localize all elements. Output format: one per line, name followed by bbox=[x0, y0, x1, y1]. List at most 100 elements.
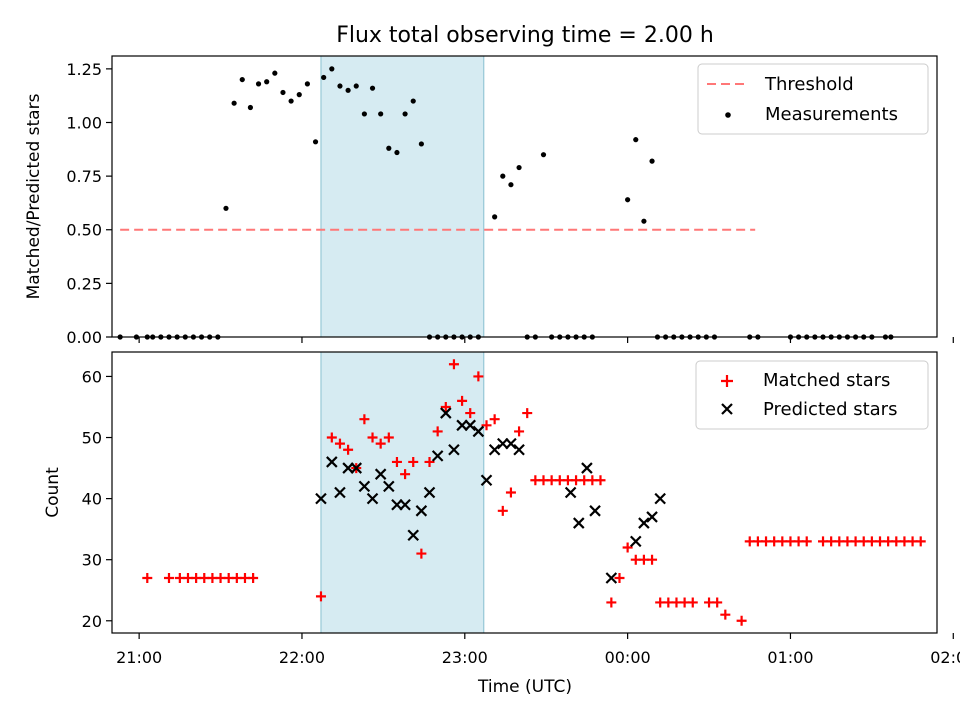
measurement-point bbox=[345, 87, 351, 93]
predicted-legend-swatch bbox=[721, 403, 733, 415]
predicted-star-point bbox=[629, 535, 642, 548]
matched-star-point bbox=[359, 414, 370, 425]
x-tick-label: 21:00 bbox=[116, 648, 162, 667]
count-points bbox=[142, 359, 926, 626]
predicted-star-point bbox=[654, 492, 666, 505]
matched-star-point bbox=[465, 408, 476, 419]
measurement-point bbox=[329, 66, 335, 72]
measurement-point bbox=[312, 139, 319, 145]
matched-legend-label: Matched stars bbox=[763, 370, 890, 391]
y-tick-label: 1.25 bbox=[66, 60, 102, 79]
bottom-panel: 20 30 40 50 60 21:00 22:00 23:00 00:00 01:00 02:0… bbox=[43, 351, 960, 697]
matched-star-point bbox=[720, 609, 731, 620]
matched-star-point bbox=[326, 432, 337, 443]
matched-star-point bbox=[915, 536, 926, 547]
top-panel: 0.00 0.25 0.50 0.75 1.00 1.25 Matched/Predict… bbox=[24, 55, 954, 347]
predicted-star-point bbox=[334, 486, 346, 499]
legend-box bbox=[697, 63, 929, 135]
measurement-point bbox=[369, 85, 376, 91]
measurement-point bbox=[500, 173, 506, 179]
predicted-star-point bbox=[513, 443, 525, 456]
matched-star-point bbox=[595, 475, 606, 486]
matched-star-point bbox=[457, 395, 468, 406]
matched-star-point bbox=[736, 615, 747, 626]
predicted-legend-label: Predicted stars bbox=[763, 399, 897, 420]
y-tick-label: 1.00 bbox=[66, 113, 102, 132]
top-legend: Threshold Measurements bbox=[697, 63, 929, 135]
matched-star-point bbox=[424, 456, 435, 467]
predicted-star-point bbox=[440, 407, 452, 419]
x-tick-label: 01:00 bbox=[767, 648, 813, 667]
predicted-star-point bbox=[488, 443, 501, 456]
predicted-star-point bbox=[315, 492, 327, 505]
matched-star-point bbox=[334, 438, 345, 449]
matched-star-point bbox=[416, 548, 427, 559]
matched-star-point bbox=[514, 426, 525, 437]
predicted-star-point bbox=[480, 474, 493, 487]
measurements-legend-swatch bbox=[725, 112, 731, 118]
y-tick-label: 20 bbox=[82, 612, 102, 631]
x-axis-label: Time (UTC) bbox=[477, 677, 572, 697]
measurement-point bbox=[255, 81, 262, 87]
predicted-star-point bbox=[431, 450, 444, 462]
matched-star-point bbox=[391, 456, 402, 467]
x-tick-label: 22:00 bbox=[279, 648, 325, 667]
matched-star-point bbox=[448, 359, 459, 370]
bottom-axes-frame bbox=[111, 351, 938, 634]
measurement-point bbox=[540, 152, 547, 158]
chart-title: Flux total observing time = 2.00 h bbox=[336, 23, 714, 48]
predicted-star-point bbox=[464, 419, 477, 432]
measurement-point bbox=[402, 111, 408, 117]
y-tick-label: 0.75 bbox=[66, 167, 102, 186]
measurement-point bbox=[410, 98, 416, 104]
measurement-point bbox=[378, 111, 384, 117]
top-x-ticks bbox=[138, 337, 954, 343]
matched-star-point bbox=[383, 432, 394, 443]
y-tick-label: 60 bbox=[82, 367, 102, 386]
measurement-point bbox=[321, 74, 327, 81]
y-tick-label: 0.50 bbox=[66, 221, 102, 240]
measurement-point bbox=[633, 137, 639, 143]
x-tick-label: 02:00 bbox=[930, 648, 960, 667]
measurement-point bbox=[394, 149, 400, 156]
measurement-point bbox=[641, 218, 647, 224]
predicted-star-point bbox=[366, 492, 379, 505]
x-tick-label: 00:00 bbox=[605, 648, 651, 667]
matched-star-point bbox=[400, 469, 411, 480]
matched-star-point bbox=[687, 597, 698, 608]
predicted-star-point bbox=[399, 498, 411, 511]
measurement-point bbox=[386, 145, 392, 151]
measurement-point bbox=[492, 214, 498, 220]
measurement-point bbox=[239, 76, 245, 83]
predicted-star-point bbox=[581, 462, 593, 474]
matched-star-point bbox=[163, 573, 174, 584]
matched-star-point bbox=[622, 542, 633, 553]
predicted-star-point bbox=[448, 443, 460, 456]
predicted-star-point bbox=[505, 437, 517, 450]
matched-legend-swatch bbox=[721, 375, 733, 387]
predicted-star-point bbox=[415, 505, 428, 517]
matched-star-point bbox=[614, 573, 625, 584]
measurement-point bbox=[516, 164, 522, 171]
predicted-star-point bbox=[407, 529, 420, 542]
matched-star-point bbox=[142, 573, 153, 584]
matched-star-point bbox=[367, 432, 378, 443]
y-tick-label: 30 bbox=[82, 551, 102, 570]
measurements-legend-label: Measurements bbox=[765, 104, 898, 125]
top-axes-frame bbox=[111, 55, 938, 338]
predicted-star-point bbox=[350, 462, 363, 474]
measurement-point bbox=[418, 141, 424, 147]
measurement-point bbox=[264, 79, 270, 85]
shaded-span-top bbox=[320, 55, 485, 338]
matched-star-point bbox=[497, 505, 508, 516]
matched-star-point bbox=[440, 401, 451, 412]
predicted-star-point bbox=[326, 456, 338, 468]
predicted-star-point bbox=[472, 425, 485, 438]
matched-star-point bbox=[248, 573, 259, 584]
predicted-star-point bbox=[638, 517, 650, 529]
matched-star-point bbox=[647, 554, 658, 565]
predicted-star-point bbox=[572, 517, 585, 529]
measurement-point bbox=[337, 83, 343, 89]
